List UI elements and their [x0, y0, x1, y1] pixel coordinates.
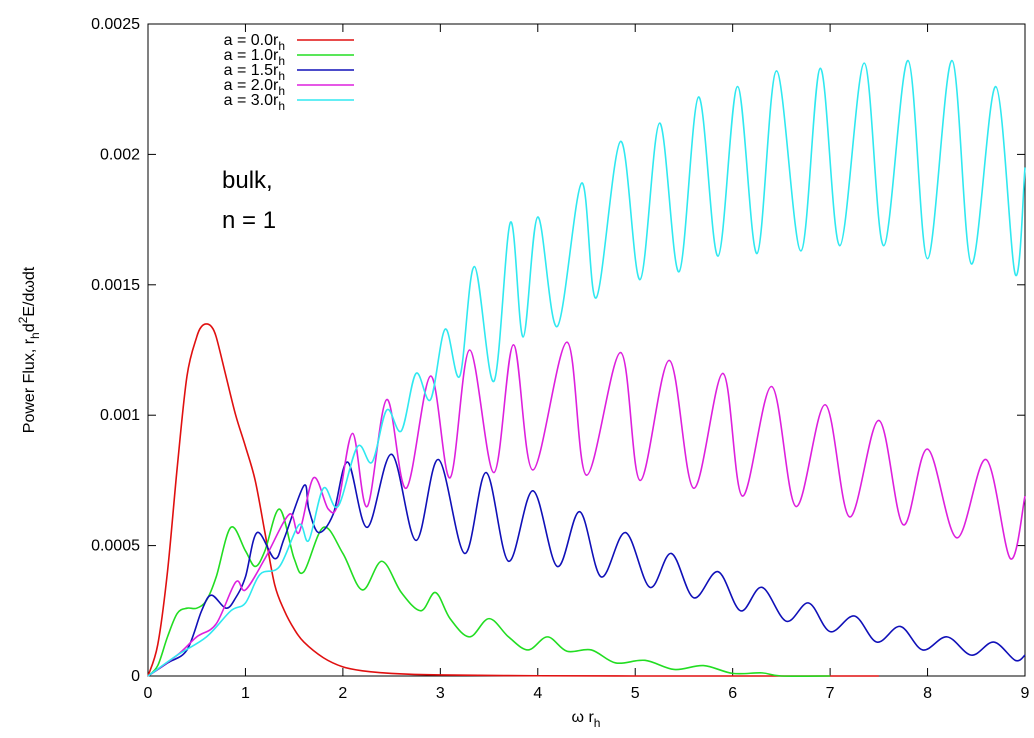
series-line-0 — [147, 323, 879, 677]
legend-label-3: a = 2.0rh — [224, 77, 285, 98]
y-tick-label: 0 — [131, 668, 140, 685]
x-axis-title-main: ω r — [572, 709, 595, 726]
x-tick-label: 2 — [338, 685, 347, 702]
x-tick-label: 8 — [923, 685, 932, 702]
y-tick-label: 0.0025 — [91, 16, 140, 33]
y-tick-label: 0.001 — [100, 407, 140, 424]
legend-label-1: a = 1.0rh — [224, 47, 285, 68]
y-axis-title: Power Flux, rhd2E/dωdt — [16, 266, 42, 433]
legend-label-0: a = 0.0rh — [224, 32, 285, 53]
legend-label-2: a = 1.5rh — [224, 62, 285, 83]
x-tick-label: 7 — [826, 685, 835, 702]
y-axis-title-a: Power Flux, r — [21, 338, 38, 433]
x-tick-label: 4 — [533, 685, 542, 702]
x-tick-label: 0 — [144, 685, 153, 702]
plot-frame — [147, 23, 1026, 677]
y-axis-title-e: E/dωdt — [21, 266, 38, 316]
y-axis-title-sub: h — [28, 332, 42, 339]
x-tick-label: 6 — [728, 685, 737, 702]
y-tick-label: 0.002 — [100, 146, 140, 163]
x-tick-label: 1 — [241, 685, 250, 702]
y-axis-title-c: d — [21, 323, 38, 332]
y-axis-title-sup: 2 — [16, 316, 30, 323]
annotation-line-1: bulk, — [222, 167, 273, 194]
x-tick-label: 3 — [436, 685, 445, 702]
axis-ticks: 0 1 2 3 4 5 6 7 8 9 0 0.0005 0.001 0.0015 0.002 0.0025 — [91, 16, 1029, 702]
annotation-line-2: n = 1 — [222, 207, 276, 234]
series-line-3 — [147, 341, 1026, 677]
y-tick-label: 0.0005 — [91, 538, 140, 555]
x-tick-label: 9 — [1021, 685, 1030, 702]
legend-label-4: a = 3.0rh — [224, 92, 285, 113]
series-line-2 — [147, 453, 1026, 677]
series-line-4 — [147, 59, 1026, 677]
x-axis-title: ω rh — [572, 709, 601, 730]
x-axis-title-sub: h — [594, 716, 601, 730]
y-tick-label: 0.0015 — [91, 277, 140, 294]
x-tick-label: 5 — [631, 685, 640, 702]
series-lines — [147, 59, 1026, 678]
